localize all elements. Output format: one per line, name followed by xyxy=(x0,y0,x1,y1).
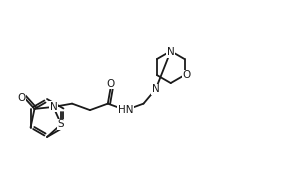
Text: N: N xyxy=(167,47,175,57)
Text: S: S xyxy=(58,119,64,129)
Text: O: O xyxy=(182,70,191,80)
Text: N: N xyxy=(49,102,57,112)
Text: O: O xyxy=(106,79,115,89)
Text: HN: HN xyxy=(118,105,133,115)
Text: N: N xyxy=(152,84,160,94)
Text: O: O xyxy=(18,93,26,103)
